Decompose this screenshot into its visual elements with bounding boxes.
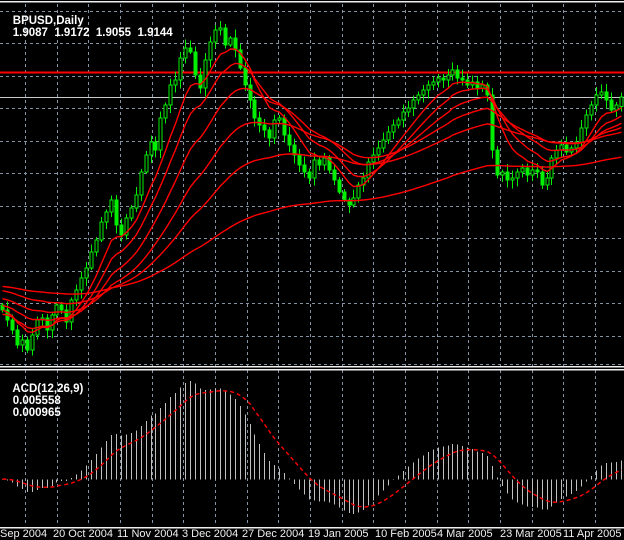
time-axis-label: 3 Dec 2004 — [182, 528, 239, 540]
macd-histogram — [2, 381, 622, 514]
time-axis-label: Sep 2004 — [0, 528, 48, 540]
chart-title: BPUSD,Daily 1.9087 1.9172 1.9055 1.9144 — [0, 3, 179, 51]
time-axis-label: 11 Apr 2005 — [563, 528, 622, 540]
candles-layer[interactable] — [0, 21, 624, 356]
time-axis-label: 27 Dec 2004 — [242, 528, 305, 540]
macd-indicator-label: ACD(12,26,9) — [12, 383, 84, 395]
time-axis-label: 19 Jan 2005 — [308, 528, 369, 540]
ma-line-8 — [2, 48, 622, 334]
macd-main-value: 0.005558 — [12, 395, 61, 407]
grid-layer — [0, 4, 624, 524]
macd-signal-value: 0.000965 — [12, 407, 61, 419]
macd-signal-line — [2, 389, 622, 508]
time-axis-label: 23 Mar 2005 — [500, 528, 562, 540]
price-hlines-layer — [0, 71, 624, 98]
time-axis-label: 11 Nov 2004 — [117, 528, 179, 540]
ohlc-values: 1.9087 1.9172 1.9055 1.9144 — [12, 27, 173, 39]
ma-line-120 — [2, 156, 622, 295]
ma-line-55 — [2, 123, 622, 305]
ma-line-34 — [2, 107, 622, 314]
panel-separators[interactable] — [0, 0, 624, 529]
indicator-label-row: ACD(12,26,9) 0.005558 0.000965 — [0, 371, 95, 431]
time-axis-label: 10 Feb 2005 — [375, 528, 437, 540]
time-axis-label: 4 Mar 2005 — [437, 528, 493, 540]
time-axis-label: 20 Oct 2004 — [53, 528, 113, 540]
ma-line-21 — [2, 87, 622, 322]
ma-lines-layer — [2, 48, 622, 334]
symbol-period-label: BPUSD,Daily — [12, 15, 84, 27]
ma-line-13 — [2, 62, 622, 330]
